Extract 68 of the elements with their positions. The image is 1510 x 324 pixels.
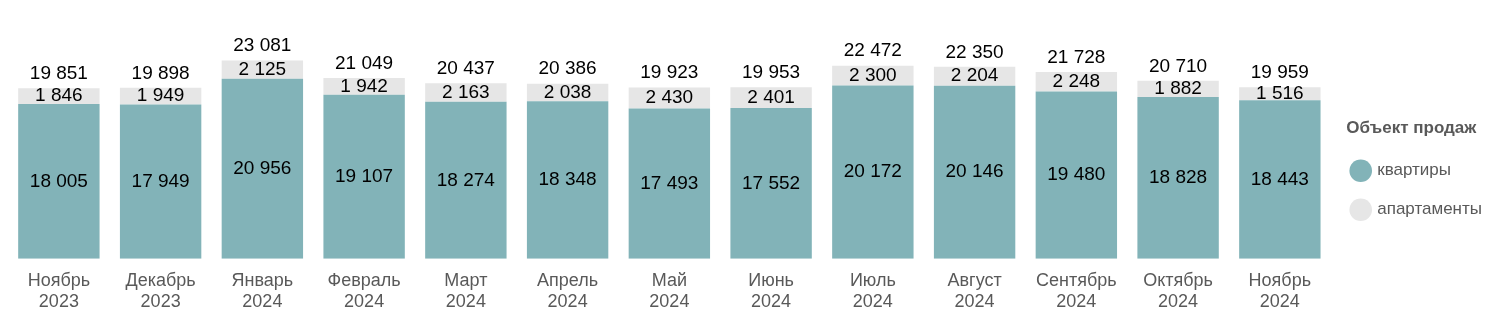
total-label: 19 898	[131, 61, 190, 83]
total-label: 21 049	[335, 51, 394, 73]
total-label: 20 386	[538, 57, 597, 79]
x-tick-label: Октябрь 2024	[1143, 269, 1213, 312]
data-label: 18 348	[538, 168, 597, 190]
total-label: 22 472	[843, 39, 902, 61]
bar	[1035, 91, 1118, 259]
x-tick-label: Январь 2024	[231, 269, 294, 312]
data-label: 2 204	[950, 64, 999, 86]
data-label: 18 443	[1250, 167, 1309, 189]
data-label: 2 038	[543, 80, 592, 102]
x-tick-label: Декабрь 2023	[125, 269, 196, 312]
legend-label: квартиры	[1377, 160, 1451, 180]
data-label: 20 956	[233, 157, 292, 179]
data-label: 2 430	[645, 86, 694, 108]
x-tick-label: Июнь 2024	[748, 269, 794, 312]
data-label: 20 172	[843, 160, 902, 182]
total-label: 19 959	[1250, 61, 1309, 83]
total-label: 23 081	[233, 34, 292, 56]
x-tick-label: Сентябрь 2024	[1036, 269, 1117, 312]
total-label: 21 728	[1047, 45, 1106, 67]
data-label: 19 107	[335, 164, 394, 186]
bar	[1137, 97, 1219, 259]
total-label: 19 953	[742, 61, 801, 83]
x-tick-label: Ноябрь 2023	[27, 269, 91, 312]
x-tick-label: Февраль 2024	[327, 269, 401, 312]
data-label: 2 401	[747, 85, 795, 107]
total-label: 19 851	[29, 61, 88, 83]
x-tick-label: Август 2024	[947, 269, 1002, 312]
data-label: 1 949	[136, 84, 185, 106]
data-label: 17 949	[131, 169, 190, 191]
bar	[425, 101, 507, 259]
x-tick-label: Март 2024	[444, 269, 488, 312]
bar	[933, 85, 1016, 259]
bar	[832, 85, 914, 259]
data-label: 18 274	[436, 168, 496, 190]
data-label: 17 493	[640, 171, 699, 193]
x-tick-label: Ноябрь 2024	[1248, 269, 1312, 312]
total-label: 19 923	[640, 61, 699, 83]
total-label: 20 710	[1149, 54, 1208, 76]
data-label: 1 516	[1256, 82, 1304, 104]
bar	[221, 78, 304, 259]
data-label: 19 480	[1047, 163, 1106, 185]
bar	[1239, 100, 1321, 259]
bar	[119, 104, 202, 259]
data-label: 18 828	[1149, 166, 1208, 188]
x-tick-label: Июль 2024	[849, 269, 896, 312]
bar	[628, 108, 711, 259]
legend-title: Объект продаж	[1346, 117, 1478, 137]
data-label: 1 846	[35, 84, 83, 106]
legend-label: апартаменты	[1377, 199, 1482, 219]
bar	[526, 101, 609, 259]
bar	[18, 104, 100, 259]
x-tick-label: Май 2024	[649, 269, 690, 312]
total-label: 22 350	[945, 40, 1004, 62]
data-label: 2 300	[849, 63, 897, 85]
data-label: 2 163	[442, 80, 490, 102]
data-label: 1 882	[1154, 77, 1202, 99]
data-label: 20 146	[945, 160, 1004, 182]
x-tick-label: Апрель 2024	[537, 269, 599, 312]
bar	[730, 107, 812, 259]
data-label: 17 552	[742, 171, 801, 193]
bar	[323, 94, 405, 259]
data-label: 2 248	[1052, 70, 1101, 91]
data-label: 1 942	[340, 74, 388, 96]
data-label: 18 005	[29, 169, 88, 191]
data-label: 2 125	[238, 57, 287, 79]
total-label: 20 437	[436, 56, 495, 78]
